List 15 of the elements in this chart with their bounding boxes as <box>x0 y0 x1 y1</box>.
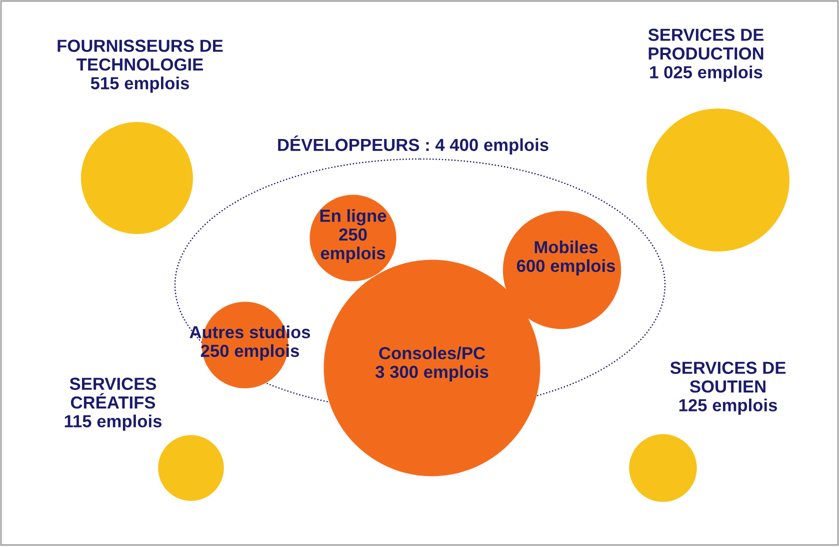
data-label: 250 emplois <box>320 228 386 263</box>
data-label: 125 emplois <box>679 398 777 415</box>
category-label: Consoles/PC <box>379 346 486 360</box>
category-label: SERVICES DE PRODUCTION <box>648 28 764 60</box>
data-label: 600 emplois <box>516 259 615 276</box>
data-label: 115 emplois <box>64 414 162 431</box>
data-label: 3 300 emplois <box>375 365 488 382</box>
category-label: SERVICES CRÉATIFS <box>70 378 156 409</box>
category-label: Mobiles <box>534 240 598 254</box>
text: DÉVELOPPEURS : 4 400 emplois <box>278 136 548 154</box>
category-label: SERVICES DE SOUTIEN <box>670 362 786 393</box>
data-label: 515 emplois <box>90 76 189 93</box>
category-label: FOURNISSEURS DE TECHNOLOGIE <box>58 40 223 71</box>
category-label: En ligne <box>320 209 386 226</box>
data-label: 1 025 emplois <box>650 66 762 82</box>
